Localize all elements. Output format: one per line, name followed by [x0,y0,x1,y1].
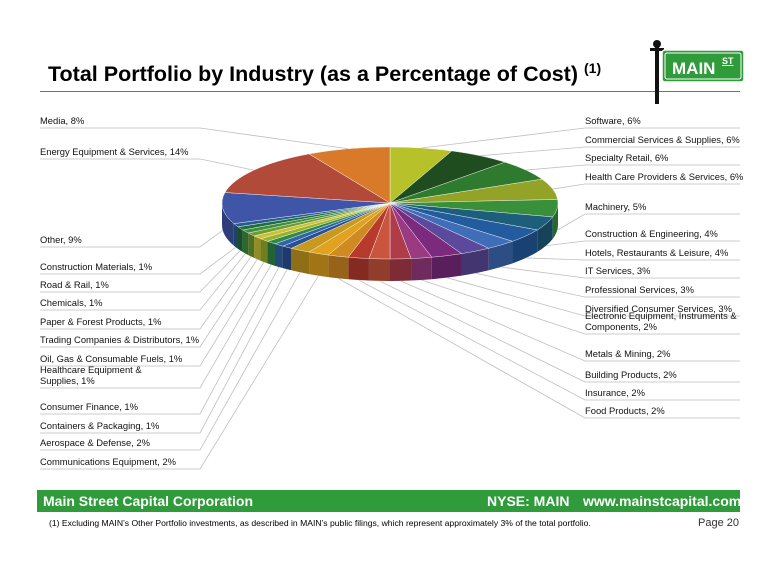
pie-slice-other-9 [221,192,391,224]
pie-side-construction-materials-1 [233,223,238,249]
pie-side-it-services-3 [488,241,513,271]
leader-line-trading-companies-distributors-1 [40,259,258,348]
leader-line-containers-packaging-1 [40,269,288,434]
slice-label-professional-services-3: Professional Services, 3% [585,284,694,295]
slice-label-electronic-equipment-instruments-components-2: Electronic Equipment, Instruments & Compo… [585,310,737,332]
pie-side-chemicals-1 [242,229,249,256]
leader-line-insurance-2 [358,279,740,401]
pie-side-oil-gas-consumable-fuels-1 [260,238,268,264]
leader-line-healthcare-equipment-supplies-1 [40,264,272,389]
slice-label-media-8: Media, 8% [40,115,84,126]
pie-side-road-rail-1 [237,226,243,252]
slice-label-containers-packaging-1: Containers & Packaging, 1% [40,420,159,431]
leader-line-diversified-consumer-services-3 [446,277,740,317]
leader-line-professional-services-3 [475,272,740,298]
slice-label-energy-equipment-services-14: Energy Equipment & Services, 14% [40,146,189,157]
pie-side-hotels-restaurants-leisure-4 [512,229,538,264]
pie-side-electronic-equipment-instruments-components-2 [411,257,432,281]
slice-label-healthcare-equipment-supplies-1: Healthcare Equipment & Supplies, 1% [40,364,142,386]
pie-side-paper-forest-products-1 [248,233,255,258]
leader-line-commercial-services-supplies-6 [479,146,740,157]
slice-label-food-products-2: Food Products, 2% [585,405,665,416]
pie-side-aerospace-defense-2 [291,248,310,275]
slice-label-other-9: Other, 9% [40,234,82,245]
title-footnote-marker: (1) [584,60,602,76]
leader-line-paper-forest-products-1 [40,256,252,330]
slice-label-metals-mining-2: Metals & Mining, 2% [585,348,670,359]
slice-label-commercial-services-supplies-6: Commercial Services & Supplies, 6% [585,134,740,145]
slice-label-specialty-retail-6: Specialty Retail, 6% [585,152,668,163]
slice-label-paper-forest-products-1: Paper & Forest Products, 1% [40,316,161,327]
leader-line-electronic-equipment-instruments-components-2 [421,279,740,335]
pie-side-healthcare-equipment-supplies-1 [267,241,275,266]
slice-label-insurance-2: Insurance, 2% [585,387,645,398]
leader-line-road-rail-1 [40,250,241,293]
slice-label-software-6: Software, 6% [585,115,641,126]
pie-side-machinery-5 [552,203,558,239]
pie-side-trading-companies-distributors-1 [254,235,261,261]
leader-line-metals-mining-2 [400,280,740,362]
slice-label-diversified-consumer-services-3: Diversified Consumer Services, 3% [585,303,732,314]
footer-website-link[interactable]: www.mainstcapital.com [583,493,742,509]
slice-label-chemicals-1: Chemicals, 1% [40,297,103,308]
pie-side-building-products-2 [368,258,390,281]
leader-line-specialty-retail-6 [525,164,740,171]
leader-line-other-9 [40,229,223,248]
pie-top [221,146,559,260]
leader-line-oil-gas-consumable-fuels-1 [40,261,265,367]
slice-label-building-products-2: Building Products, 2% [585,369,677,380]
pie-depth [222,203,558,281]
leader-line-chemicals-1 [40,253,246,311]
pie-side-diversified-consumer-services-3 [431,253,462,280]
pie-side-metals-mining-2 [390,258,412,281]
pie-side-food-products-2 [328,255,349,280]
slice-label-health-care-providers-services-6: Health Care Providers & Services, 6% [585,171,743,182]
logo-text: MAIN [672,59,715,78]
footnote: (1) Excluding MAIN’s Other Portfolio inv… [49,518,591,528]
title-divider [40,91,740,92]
pie-side-containers-packaging-1 [282,246,292,271]
leader-line-food-products-2 [337,277,740,419]
leader-line-health-care-providers-services-6 [552,183,740,190]
footer-bar: Main Street Capital Corporation NYSE: MA… [37,490,742,512]
slice-label-machinery-5: Machinery, 5% [585,201,646,212]
leader-line-hotels-restaurants-leisure-4 [525,257,740,261]
footer-company: Main Street Capital Corporation [43,493,254,509]
leader-line-software-6 [421,127,740,149]
main-street-logo: MAIN ST [650,40,745,104]
slice-label-hotels-restaurants-leisure-4: Hotels, Restaurants & Leisure, 4% [585,247,728,258]
leader-lines [40,127,740,470]
pie-side-communications-equipment-2 [309,252,329,278]
pie-side-construction-engineering-4 [537,216,553,252]
slice-labels: Software, 6% Commercial Services & Suppli… [40,115,743,467]
logo-sup: ST [722,56,734,66]
page-number: Page 20 [698,517,739,529]
slice-label-construction-engineering-4: Construction & Engineering, 4% [585,228,718,239]
slice-label-consumer-finance-1: Consumer Finance, 1% [40,401,138,412]
leader-line-construction-engineering-4 [546,240,740,247]
leader-line-aerospace-defense-2 [40,272,301,451]
footer-exchange: NYSE: MAIN [487,493,570,509]
slice-label-road-rail-1: Road & Rail, 1% [40,279,109,290]
slice-label-it-services-3: IT Services, 3% [585,265,650,276]
slice-label-trading-companies-distributors-1: Trading Companies & Distributors, 1% [40,334,199,345]
leader-line-it-services-3 [501,266,740,279]
slice-label-oil-gas-consumable-fuels-1: Oil, Gas & Consumable Fuels, 1% [40,353,182,364]
leader-line-energy-equipment-services-14 [40,158,255,171]
leader-line-construction-materials-1 [40,246,237,275]
pie-side-consumer-finance-1 [274,243,283,269]
leader-line-consumer-finance-1 [40,266,280,415]
leader-line-communications-equipment-2 [40,275,319,470]
pie-side-insurance-2 [348,257,369,281]
page-title: Total Portfolio by Industry (as a Percen… [48,60,602,87]
pie-side-professional-services-3 [461,248,489,276]
leader-line-building-products-2 [379,280,740,383]
slice-label-communications-equipment-2: Communications Equipment, 2% [40,456,176,467]
leader-line-machinery-5 [557,213,740,231]
leader-line-media-8 [40,127,349,150]
slice-label-aerospace-defense-2: Aerospace & Defense, 2% [40,437,150,448]
slice-label-construction-materials-1: Construction Materials, 1% [40,261,152,272]
